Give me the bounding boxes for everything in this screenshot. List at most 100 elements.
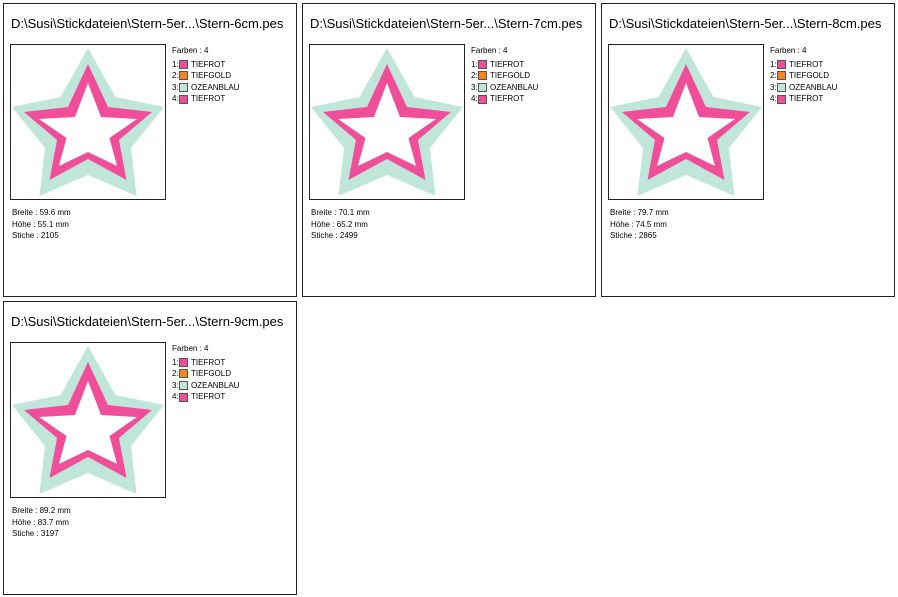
color-name: OZEANBLAU [789,82,838,92]
color-name: TIEFGOLD [789,71,830,81]
color-row: 1: TIEFROT [172,357,239,369]
height-stat: Höhe : 83.7 mm [12,517,69,527]
height-stat: Höhe : 65.2 mm [311,219,368,229]
design-card-2: D:\Susi\Stickdateien\Stern-5er...\Stern-… [302,3,596,297]
color-swatch [179,94,188,104]
color-swatch [179,357,188,367]
color-name: OZEANBLAU [191,380,240,390]
color-name: TIEFROT [191,357,226,367]
color-index: 2: [172,369,179,379]
color-index: 4: [770,94,777,104]
star-preview [10,44,166,200]
stitch-count: Stiche : 2865 [610,231,657,241]
star-preview [608,44,764,200]
color-count: Farben : 4 [471,46,508,55]
color-swatch [777,94,786,104]
color-swatch [777,59,786,69]
star-center [338,83,436,166]
design-stats: Breite : 89.2 mm Höhe : 83.7 mm Stiche :… [12,505,71,540]
color-index: 2: [770,71,777,81]
stitch-count: Stiche : 2105 [12,231,59,241]
color-row: 1: TIEFROT [172,59,239,71]
color-row: 3: OZEANBLAU [770,82,837,94]
color-name: TIEFROT [789,94,824,104]
color-index: 1: [770,59,777,69]
color-index: 2: [172,71,179,81]
color-swatch [179,381,188,391]
width-stat: Breite : 70.1 mm [311,208,370,217]
color-count: Farben : 4 [172,344,209,353]
width-stat: Breite : 79.7 mm [610,208,669,217]
card-title: D:\Susi\Stickdateien\Stern-5er...\Stern-… [310,16,583,31]
color-row: 4: TIEFROT [172,93,239,105]
star-center [39,83,137,166]
color-row: 2: TIEFGOLD [471,70,538,82]
color-swatch [777,83,786,93]
height-stat: Höhe : 74.5 mm [610,219,667,229]
color-index: 3: [770,82,777,92]
color-row: 3: OZEANBLAU [172,82,239,94]
color-row: 1: TIEFROT [770,59,837,71]
star-preview [10,342,166,498]
color-swatch [478,71,487,81]
color-swatch [478,83,487,93]
color-row: 2: TIEFGOLD [770,70,837,82]
color-swatch [179,71,188,81]
color-row: 3: OZEANBLAU [172,380,239,392]
card-title: D:\Susi\Stickdateien\Stern-5er...\Stern-… [11,314,284,329]
color-name: TIEFROT [789,59,824,69]
color-row: 4: TIEFROT [770,93,837,105]
color-swatch [478,59,487,69]
design-stats: Breite : 59.6 mm Höhe : 55.1 mm Stiche :… [12,207,71,242]
color-name: TIEFROT [490,94,525,104]
color-name: OZEANBLAU [490,82,539,92]
color-list: Farben : 4 1: TIEFROT 2: TIEFGOLD 3: OZEANB… [471,45,538,105]
color-index: 4: [471,94,478,104]
color-row: 4: TIEFROT [172,391,239,403]
color-index: 1: [172,59,179,69]
color-swatch [179,392,188,402]
color-row: 2: TIEFGOLD [172,368,239,380]
color-list: Farben : 4 1: TIEFROT 2: TIEFGOLD 3: OZEANB… [770,45,837,105]
star-icon [610,48,762,196]
star-icon [12,346,164,494]
color-name: TIEFROT [490,59,525,69]
color-name: TIEFGOLD [490,71,531,81]
width-stat: Breite : 59.6 mm [12,208,71,217]
color-swatch [179,59,188,69]
color-count: Farben : 4 [172,46,209,55]
color-row: 1: TIEFROT [471,59,538,71]
color-row: 3: OZEANBLAU [471,82,538,94]
color-name: TIEFROT [191,392,226,402]
card-title: D:\Susi\Stickdateien\Stern-5er...\Stern-… [11,16,284,31]
color-name: TIEFROT [191,59,226,69]
star-icon [311,48,463,196]
star-center [637,83,735,166]
color-index: 3: [172,380,179,390]
color-swatch [179,83,188,93]
color-row: 2: TIEFGOLD [172,70,239,82]
width-stat: Breite : 89.2 mm [12,506,71,515]
design-card-1: D:\Susi\Stickdateien\Stern-5er...\Stern-… [3,3,297,297]
color-index: 3: [172,82,179,92]
color-index: 3: [471,82,478,92]
design-card-4: D:\Susi\Stickdateien\Stern-5er...\Stern-… [3,301,297,595]
color-index: 1: [172,357,179,367]
stitch-count: Stiche : 2499 [311,231,358,241]
color-swatch [777,71,786,81]
color-swatch [179,369,188,379]
color-index: 4: [172,94,179,104]
star-icon [12,48,164,196]
color-count: Farben : 4 [770,46,807,55]
design-stats: Breite : 70.1 mm Höhe : 65.2 mm Stiche :… [311,207,370,242]
design-stats: Breite : 79.7 mm Höhe : 74.5 mm Stiche :… [610,207,669,242]
color-name: TIEFROT [191,94,226,104]
stitch-count: Stiche : 3197 [12,529,59,539]
star-center [39,381,137,464]
color-list: Farben : 4 1: TIEFROT 2: TIEFGOLD 3: OZEANB… [172,45,239,105]
height-stat: Höhe : 55.1 mm [12,219,69,229]
color-list: Farben : 4 1: TIEFROT 2: TIEFGOLD 3: OZEANB… [172,343,239,403]
star-preview [309,44,465,200]
color-name: TIEFGOLD [191,71,232,81]
color-swatch [478,94,487,104]
